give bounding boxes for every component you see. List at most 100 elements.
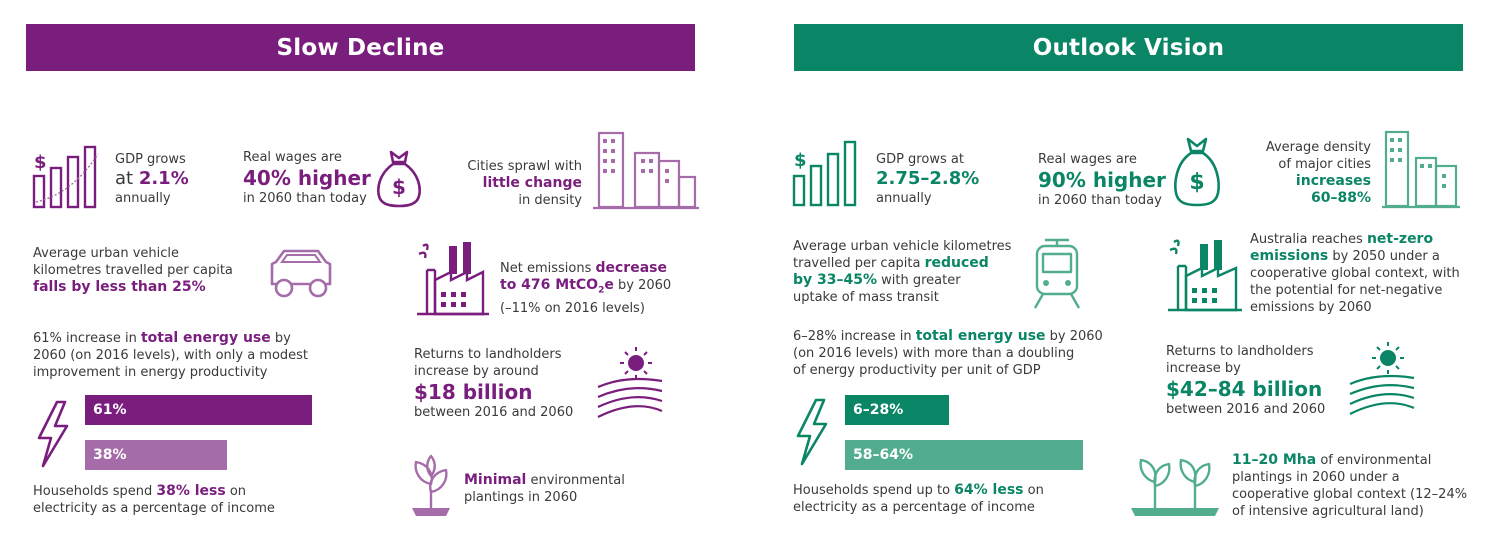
left-bar1-label: 61%: [93, 402, 127, 418]
left-vkt-l2: kilometres travelled per capita: [33, 263, 233, 278]
right-gdp-post: annually: [876, 191, 932, 206]
svg-text:$: $: [34, 152, 47, 173]
left-electricity-bar: 38%: [85, 440, 227, 470]
left-households-l2: electricity as a percentage of income: [33, 501, 275, 516]
left-emissions-post2: (–11% on 2016 levels): [500, 300, 645, 316]
right-vkt-value1: reduced: [924, 255, 989, 271]
right-plantings-text: 11–20 Mha of environmental plantings in …: [1232, 452, 1467, 520]
right-bar2-label: 58–64%: [853, 447, 913, 463]
slow-decline-banner: Slow Decline: [26, 24, 695, 71]
money-bag-icon: $: [377, 150, 421, 208]
right-gdp-pre: GDP grows at: [876, 152, 964, 167]
left-households-value: 38% less: [156, 483, 226, 499]
right-energy-pre: 6–28% increase in: [793, 329, 916, 344]
right-emissions-value1: net-zero: [1366, 231, 1434, 247]
right-emissions-l4: the potential for net-negative: [1250, 283, 1443, 298]
train-icon: [1033, 238, 1081, 309]
lightning-icon: [796, 398, 828, 466]
outlook-vision-banner: Outlook Vision: [794, 24, 1463, 71]
right-vkt-l2pre: travelled per capita: [793, 256, 925, 271]
factory-icon: [417, 242, 489, 316]
right-returns-l2: increase by: [1166, 361, 1241, 376]
right-returns-value: $42–84 billion: [1166, 377, 1323, 401]
right-bar1-label: 6–28%: [853, 402, 904, 418]
svg-text:$: $: [794, 150, 807, 171]
left-households-post: on: [225, 484, 247, 499]
left-emissions-value1: decrease: [595, 260, 667, 276]
seedling-icon: [412, 454, 450, 516]
left-bar2-label: 38%: [93, 447, 127, 463]
left-emissions-value2: to 476 MtCO: [500, 277, 599, 293]
left-emissions-post1: by 2060: [613, 278, 672, 293]
right-energy-l3: of energy productivity per unit of GDP: [793, 363, 1041, 378]
right-vkt-l1: Average urban vehicle kilometres: [793, 239, 1012, 254]
left-vkt-value: falls by less than 25%: [33, 279, 206, 295]
left-emissions-pre: Net emissions: [500, 261, 596, 276]
right-cities-value2: 60–88%: [1311, 190, 1371, 206]
left-energy-post: by: [270, 331, 291, 346]
left-cities-post: in density: [518, 193, 582, 208]
outlook-vision-title: Outlook Vision: [1032, 34, 1225, 61]
left-cities-value: little change: [482, 175, 582, 191]
right-returns-text: Returns to landholders increase by $42–8…: [1166, 343, 1325, 418]
right-plantings-post: of environmental: [1316, 453, 1432, 468]
left-plantings-post: environmental: [526, 473, 625, 488]
right-energy-value: total energy use: [915, 328, 1046, 344]
svg-text:$: $: [1189, 170, 1204, 195]
lightning-icon: [37, 400, 69, 468]
left-energy-use-bar: 61%: [85, 395, 312, 425]
right-cities-l1: Average density: [1265, 140, 1371, 155]
right-cities-l2: of major cities: [1278, 157, 1371, 172]
left-emissions-sub: 2: [598, 285, 605, 296]
right-plantings-l3: cooperative global context (12–24%: [1232, 487, 1468, 502]
city-buildings-icon: [1382, 130, 1460, 209]
right-emissions-value2: emissions: [1250, 248, 1329, 264]
left-gdp-post: annually: [115, 191, 171, 206]
left-emissions-text: Net emissions decrease to 476 MtCO2e by …: [500, 260, 671, 317]
seedlings-icon: [1131, 458, 1219, 516]
left-wages-value: 40% higher: [243, 166, 371, 190]
left-vkt-text: Average urban vehicle kilometres travell…: [33, 245, 233, 296]
right-plantings-l2: plantings in 2060 under a: [1232, 470, 1400, 485]
right-wages-pre: Real wages are: [1038, 152, 1137, 167]
right-vkt-value2: by 33–45%: [793, 272, 878, 288]
right-emissions-post: by 2050 under a: [1328, 249, 1440, 264]
left-gdp-value: 2.1%: [138, 168, 189, 189]
left-returns-text: Returns to landholders increase by aroun…: [414, 346, 573, 421]
right-cities-value1: increases: [1295, 173, 1371, 189]
right-vkt-text: Average urban vehicle kilometres travell…: [793, 238, 1011, 306]
left-cities-text: Cities sprawl with little change in dens…: [440, 158, 582, 209]
right-households-pre: Households spend up to: [793, 483, 955, 498]
right-energy-use-bar: 6–28%: [845, 395, 949, 425]
left-returns-l2: increase by around: [414, 364, 539, 379]
left-wages-post: in 2060 than today: [243, 191, 367, 206]
farmland-sun-icon: [597, 347, 663, 418]
left-gdp-at: at: [115, 168, 139, 189]
right-vkt-l4: uptake of mass transit: [793, 290, 939, 305]
right-emissions-pre: Australia reaches: [1250, 232, 1367, 247]
right-plantings-value: 11–20 Mha: [1232, 452, 1317, 468]
right-households-value: 64% less: [954, 482, 1024, 498]
right-returns-post: between 2016 and 2060: [1166, 402, 1326, 417]
car-icon: [270, 249, 332, 298]
right-wages-post: in 2060 than today: [1038, 193, 1162, 208]
left-gdp-text: GDP grows at 2.1% annually: [115, 151, 189, 207]
right-energy-text: 6–28% increase in total energy use by 20…: [793, 328, 1103, 379]
right-electricity-bar: 58–64%: [845, 440, 1083, 470]
right-returns-l1: Returns to landholders: [1166, 344, 1314, 359]
gdp-growth-icon: $: [792, 140, 857, 207]
left-vkt-l1: Average urban vehicle: [33, 246, 179, 261]
left-households-pre: Households spend: [33, 484, 157, 499]
left-wages-pre: Real wages are: [243, 150, 342, 165]
right-plantings-l4: of intensive agricultural land): [1232, 504, 1424, 519]
left-plantings-value: Minimal: [464, 472, 527, 488]
right-households-text: Households spend up to 64% less on elect…: [793, 482, 1044, 516]
slow-decline-title: Slow Decline: [276, 34, 445, 61]
right-vkt-post: with greater: [877, 273, 961, 288]
right-gdp-value: 2.75–2.8%: [876, 168, 980, 189]
left-plantings-l2: plantings in 2060: [464, 490, 578, 505]
right-energy-post: by 2060: [1045, 329, 1103, 344]
left-energy-l2: 2060 (on 2016 levels), with only a modes…: [33, 348, 309, 363]
right-households-post: on: [1023, 483, 1044, 498]
right-emissions-l3: cooperative global context, with: [1250, 266, 1460, 281]
